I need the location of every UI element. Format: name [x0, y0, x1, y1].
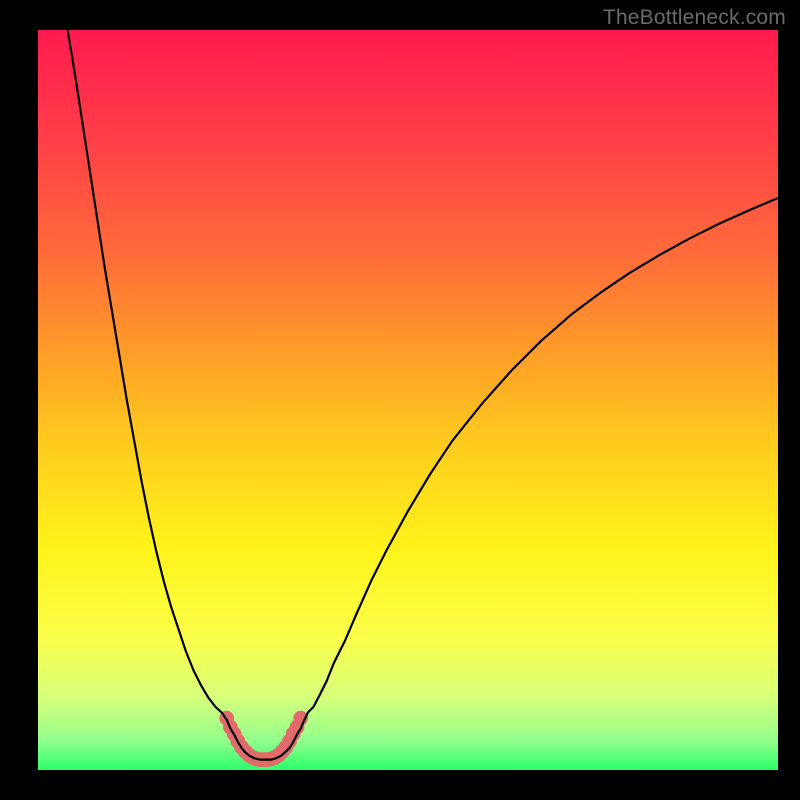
chart-frame: TheBottleneck.com — [0, 0, 800, 800]
plot-background — [38, 30, 778, 770]
bottleneck-plot — [0, 0, 800, 800]
